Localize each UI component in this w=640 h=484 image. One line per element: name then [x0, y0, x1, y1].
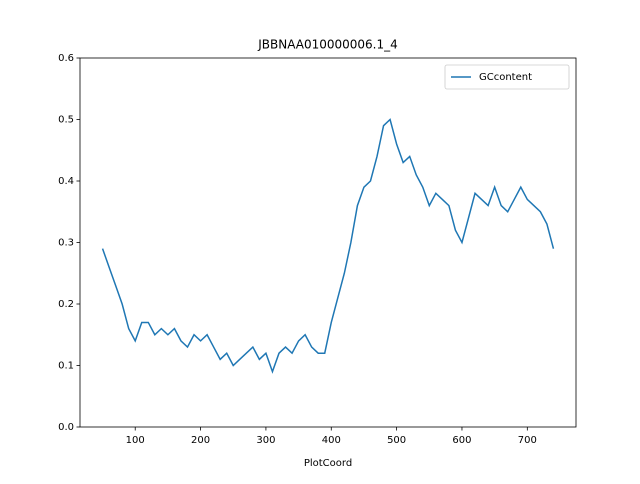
y-tick-label: 0.0 — [58, 422, 74, 433]
x-tick-label: 400 — [322, 435, 341, 446]
y-tick-label: 0.1 — [58, 361, 74, 372]
y-tick-label: 0.3 — [58, 238, 74, 249]
y-tick-label: 0.2 — [58, 299, 74, 310]
x-axis-label: PlotCoord — [304, 458, 352, 469]
x-tick-label: 200 — [191, 435, 210, 446]
x-tick-label: 700 — [518, 435, 537, 446]
y-tick-label: 0.5 — [58, 115, 74, 126]
y-tick-label: 0.4 — [58, 176, 74, 187]
x-tick-label: 600 — [452, 435, 471, 446]
chart-title: JBBNAA010000006.1_4 — [257, 38, 398, 52]
data-line — [101, 118, 555, 374]
y-tick-label: 0.6 — [58, 53, 74, 64]
x-tick-label: 100 — [126, 435, 145, 446]
plot-frame — [79, 57, 577, 428]
x-tick-label: 300 — [256, 435, 275, 446]
legend-label: GCcontent — [479, 72, 532, 83]
legend-box — [444, 64, 570, 90]
x-tick-label: 500 — [387, 435, 406, 446]
